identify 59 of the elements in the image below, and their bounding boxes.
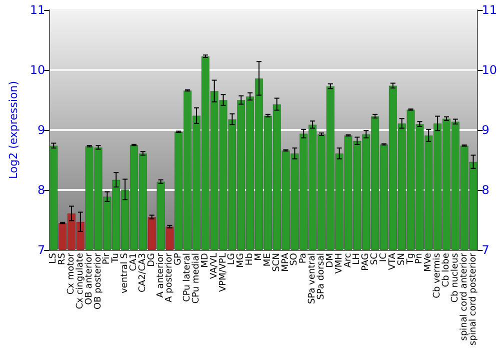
x-tick-label: ME [262,252,273,266]
x-tick-label: Pir [102,252,112,264]
y-tick-label: 8 [38,183,46,197]
x-tick-label: Pn [414,253,425,264]
x-tick-label: Cx motor [66,252,76,294]
x-tick-label: Cb vermis [432,252,443,298]
x-tick-label: OB posterior [93,252,104,310]
x-tick-label: spinal cord posterior [468,252,478,346]
x-tick-label: MD [200,252,210,268]
x-tick-label: PAG [361,252,372,271]
x-tick-label: Cb lobe [441,252,452,288]
x-tick-label: LH [352,253,362,265]
x-tick-label: MPA [280,252,291,272]
x-tick-label: CPu lateral [182,253,193,302]
x-tick-label: CA1 [128,253,139,272]
y-axis-title: Log2 (expression) [7,80,20,180]
x-tick-label: VMH [334,253,344,274]
x-tick-label: SCN [272,253,282,272]
x-tick-label: CPu medial [191,253,202,304]
x-tick-label: spinal cord anterior [459,252,470,341]
x-tick-label: Tu [111,253,122,264]
y-tick-label: 7 [38,243,46,257]
y-tick-label: 11 [30,3,46,17]
y2-tick-label: 11 [482,3,498,17]
x-tick-label: Hb [245,252,256,266]
x-tick-label: LG [227,252,238,265]
x-tick-label: SC [370,253,380,265]
x-tick-label: Arc [343,252,354,268]
x-tick-label: VPM/VPL [218,253,228,292]
x-tick-label: CA2/CA3 [138,253,148,292]
x-tick-label: A posterior [164,252,175,302]
x-tick-label: Pa [298,253,309,264]
x-tick-label: GP [174,252,184,266]
x-tick-label: ventral S [120,252,130,294]
x-tick-label: MG [236,252,246,268]
x-tick-label: DG [146,252,157,267]
x-tick-label: SPa dorsal [316,253,326,300]
x-tick-label: IC [378,253,389,262]
y2-tick-label: 10 [482,63,498,77]
x-tick-label: DM [325,253,336,268]
x-tick-label: Cx cingulate [75,252,86,310]
y-tick-label: 9 [38,123,46,137]
y2-tick-label: 7 [482,243,490,257]
x-tick-label: RS [58,252,68,265]
x-tick-label: SO [290,253,300,266]
x-tick-label: VTA [388,252,398,270]
x-tick-label: LS [48,252,59,264]
x-tick-label: SPa ventral [308,253,318,304]
y2-tick-label: 9 [482,123,490,137]
x-tick-label: OB anterior [84,252,94,305]
x-tick-label: MVe [424,252,434,272]
x-tick-label: VA/VL [209,253,220,279]
x-tick-label: A anterior [156,252,166,298]
x-tick-label: M [254,253,264,261]
x-tick-label: SN [396,253,407,266]
x-tick-label: Tg [406,253,416,266]
y-tick-label: 10 [30,63,46,77]
x-tick-label: Cb nucleus [450,252,460,303]
y2-tick-label: 8 [482,183,490,197]
